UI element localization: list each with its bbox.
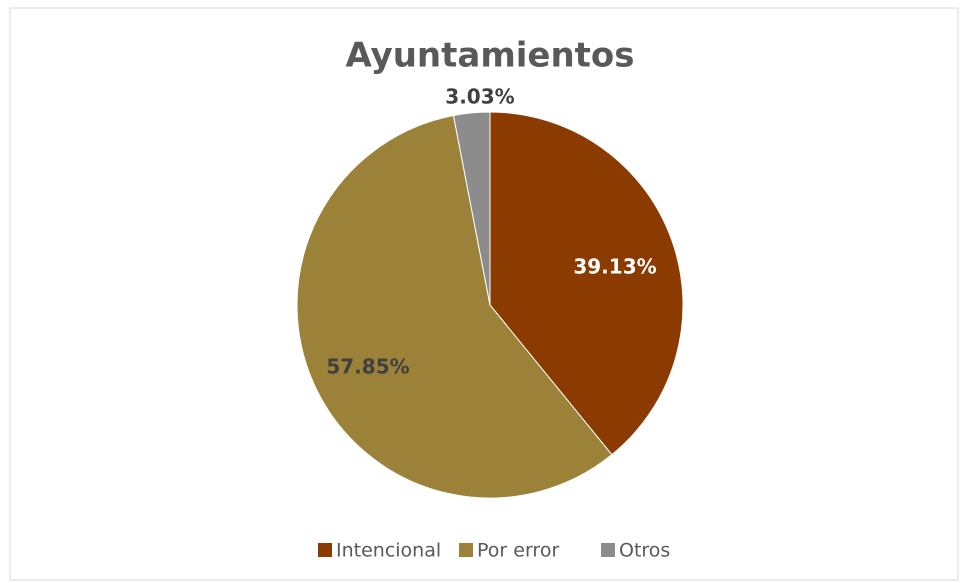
data-label: 3.03% <box>445 85 514 109</box>
pie-slice <box>489 111 684 456</box>
data-label: 57.85% <box>326 355 409 379</box>
pie-slice <box>452 111 491 306</box>
data-label: 39.13% <box>573 255 656 279</box>
legend-swatch <box>318 543 332 557</box>
chart-title: Ayuntamientos <box>345 36 634 76</box>
legend-label: Por error <box>477 540 559 562</box>
pie-slice <box>296 114 613 499</box>
legend-swatch <box>459 543 473 557</box>
legend-label: Otros <box>619 540 670 562</box>
legend-label: Intencional <box>336 540 441 562</box>
legend-swatch <box>601 543 615 557</box>
